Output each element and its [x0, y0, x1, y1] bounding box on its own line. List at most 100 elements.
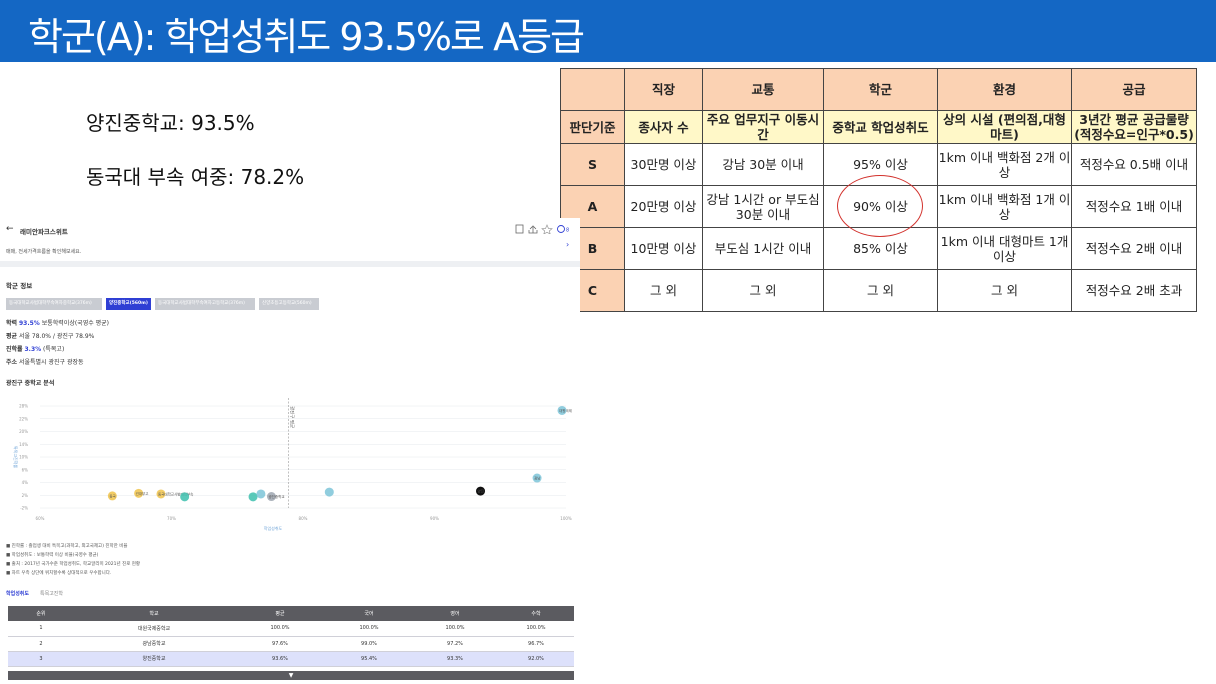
- criteria-cell: 적정수요 2배 초과: [1071, 269, 1197, 312]
- point-label: 양진: [478, 489, 484, 494]
- table-row[interactable]: 2 광남중학교 97.6% 99.0% 97.2% 96.7%: [8, 636, 574, 652]
- school-score-line-1: 양진중학교: 93.5%: [86, 111, 255, 135]
- address-value: 서울특별시 광진구 광장동: [18, 359, 84, 366]
- advancement-value: 3.3%: [24, 346, 42, 353]
- back-arrow-icon[interactable]: ←: [6, 224, 14, 234]
- ranking-cell: 95.4%: [326, 651, 412, 667]
- school-tab[interactable]: 동국대학교사범대학부속여자고등학교(376m): [155, 298, 255, 310]
- chevron-down-icon: ▼: [288, 672, 294, 679]
- criteria-cell: 1km 이내 백화점 2개 이상: [937, 143, 1072, 186]
- criteria-corner: [560, 68, 625, 111]
- table-row[interactable]: 1 대원국제중학교 100.0% 100.0% 100.0% 100.0%: [8, 621, 574, 637]
- criteria-cell: 10만명 이상: [624, 227, 703, 270]
- ranking-header: 수학: [498, 606, 574, 621]
- address-label: 주소: [6, 359, 18, 366]
- ranking-cell: 100.0%: [234, 621, 326, 637]
- x-tick-label: 80%: [299, 516, 308, 521]
- scatter-point: [256, 489, 266, 499]
- school-tab[interactable]: 신양초등고등학교(560m): [259, 298, 319, 310]
- ranking-cell: 2: [8, 636, 74, 652]
- advancement-line: 진학률 3.3% (특목고): [6, 344, 64, 353]
- app-screenshot: ← 래미안파크스위트 8 › 매매, 전세가격흐름을 확인해보세요. 학군 정보…: [0, 218, 580, 684]
- criteria-cell: 그 외: [624, 269, 703, 312]
- criteria-cell: 그 외: [937, 269, 1072, 312]
- achievement-desc: 보통학력이상(국영수 평균): [41, 320, 110, 327]
- scatter-point: [156, 489, 166, 499]
- tab-achievement[interactable]: 학업성취도: [6, 591, 30, 597]
- x-tick-label: 90%: [430, 516, 439, 521]
- ranking-cell: 97.6%: [234, 636, 326, 652]
- y-tick-label: 4%: [22, 480, 29, 485]
- star-icon: [541, 224, 553, 234]
- ranking-cell: 100.0%: [326, 621, 412, 637]
- criteria-cell: 부도심 1시간 이내: [702, 227, 824, 270]
- point-label: 건대부고: [136, 491, 150, 496]
- ranking-table: 순위 학교 평균 국어 영어 수학 1 대원국제중학교 100.0% 100.0…: [8, 606, 574, 667]
- y-tick-label: 20%: [19, 429, 28, 434]
- criteria-row-label: 판단기준: [560, 110, 625, 144]
- scatter-point: [107, 491, 117, 501]
- criteria-subheader: 3년간 평균 공급물량 (적정수요=인구*0.5): [1071, 110, 1197, 144]
- achievement-line: 학력 93.5% 보통학력이상(국영수 평균): [6, 318, 109, 327]
- x-axis-label: 학업성취도: [264, 525, 283, 531]
- criteria-subheader: 중학교 학업성취도: [823, 110, 938, 144]
- apartment-name: 래미안파크스위트: [20, 228, 68, 236]
- ranking-header: 평균: [234, 606, 326, 621]
- point-label: 광진중학교: [268, 494, 285, 499]
- ranking-header: 순위: [8, 606, 74, 621]
- chart-note: ■ 진학률 : 졸업생 대비 특목고(과학고, 외고국제고) 진학한 비율: [6, 544, 128, 549]
- point-label: 대원국제: [559, 408, 572, 413]
- average-line: 평균 서울 78.0% / 광진구 78.9%: [6, 331, 94, 340]
- criteria-subheader: 종사자 수: [624, 110, 703, 144]
- criteria-cell: 적정수요 2배 이내: [1071, 227, 1197, 270]
- criteria-header: 학군: [823, 68, 938, 111]
- chart-note: ■ 학업성취도 : 보통학력 이상 비율(국영수 평균): [6, 553, 99, 558]
- criteria-cell: 그 외: [702, 269, 824, 312]
- table-row-highlighted[interactable]: 3 양진중학교 93.6% 95.4% 93.3% 92.0%: [8, 651, 574, 667]
- school-tab[interactable]: 동국대학교사범대학부속여자중학교(376m): [6, 298, 102, 310]
- scatter-point: [248, 492, 258, 502]
- y-tick-label: 10%: [19, 455, 28, 460]
- criteria-header: 환경: [937, 68, 1072, 111]
- criteria-row-s: S 30만명 이상 강남 30분 이내 95% 이상 1km 이내 백화점 2개…: [560, 143, 1197, 186]
- y-tick-label: 14%: [19, 442, 28, 447]
- chart-note: ■ 출처 : 2017년 국가수준 학업성취도, 학교알리미 2021년 진로 …: [6, 562, 141, 567]
- criteria-cell: 강남 30분 이내: [702, 143, 824, 186]
- scatter-chart: 28% 22% 20% 14% 10% 6% 4% 2% -2% 60% 70% 80% 90% 100%…: [13, 398, 572, 531]
- x-tick-label: 70%: [167, 516, 176, 521]
- criteria-header: 직장: [624, 68, 703, 111]
- criteria-cell: 그 외: [823, 269, 938, 312]
- scatter-point: [134, 488, 144, 498]
- school-info-title: 학군 정보: [6, 282, 33, 290]
- criteria-cell: 적정수요 0.5배 이내: [1071, 143, 1197, 186]
- criteria-header: 교통: [702, 68, 824, 111]
- school-tab-selected[interactable]: 양진중학교(560m): [106, 298, 151, 310]
- achievement-label: 학력: [6, 320, 18, 327]
- slide-title-bar: 학군(A): 학업성취도 93.5%로 A등급: [0, 0, 1216, 62]
- criteria-row-b: B 10만명 이상 부도심 1시간 이내 85% 이상 1km 이내 대형마트 …: [560, 227, 1197, 270]
- average-label: 평균: [6, 333, 18, 340]
- y-axis-label: 특목고진학률: [13, 446, 19, 468]
- criteria-cell: 1km 이내 백화점 1개 이상: [937, 185, 1072, 228]
- ranking-cell: 99.0%: [326, 636, 412, 652]
- criteria-cell: 강남 1시간 or 부도심 30분 이내: [702, 185, 824, 228]
- point-label: 동국대학교사범대학부속: [158, 491, 194, 496]
- tab-advancement[interactable]: 특목고진학: [40, 591, 64, 597]
- expand-table-button[interactable]: ▼: [8, 671, 574, 680]
- criteria-cell: 1km 이내 대형마트 1개 이상: [937, 227, 1072, 270]
- chat-icon: [557, 225, 565, 233]
- ranking-cell: 92.0%: [498, 651, 574, 667]
- criteria-subheader: 상의 시설 (편의점,대형마트): [937, 110, 1072, 144]
- criteria-header-row: 직장 교통 학군 환경 공급: [560, 68, 1197, 111]
- average-line-label: 광진구 평균: [289, 406, 296, 428]
- x-tick-label: 60%: [36, 516, 45, 521]
- ranking-cell: 양진중학교: [74, 651, 234, 667]
- analysis-title: 광진구 중학교 분석: [6, 380, 55, 387]
- ranking-cell: 96.7%: [498, 636, 574, 652]
- scatter-point: [324, 487, 334, 497]
- section-divider: [0, 261, 580, 267]
- chevron-right-icon[interactable]: ›: [566, 240, 570, 249]
- scatter-point: [532, 473, 542, 483]
- ranking-cell: 93.6%: [234, 651, 326, 667]
- scatter-point: [476, 486, 486, 496]
